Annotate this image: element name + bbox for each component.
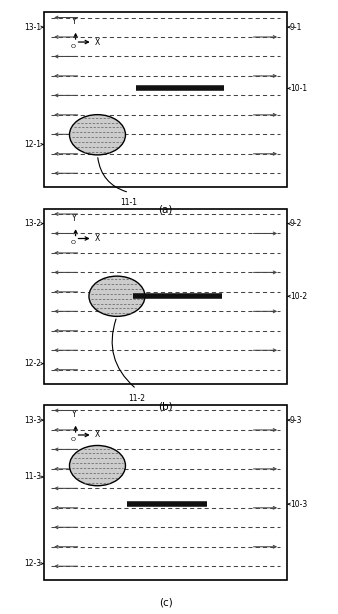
Circle shape [70, 115, 125, 155]
Text: 13-1: 13-1 [24, 23, 42, 32]
Text: O: O [70, 44, 75, 49]
Text: 13-2: 13-2 [24, 219, 42, 228]
Text: X: X [95, 430, 100, 440]
Text: 9-1: 9-1 [290, 23, 302, 32]
Text: 11-2: 11-2 [128, 394, 145, 403]
Text: O: O [70, 240, 75, 245]
Text: 12-2: 12-2 [25, 359, 42, 368]
Text: X: X [95, 234, 100, 243]
Text: 10-3: 10-3 [290, 500, 307, 508]
Text: X: X [95, 37, 100, 47]
Text: (c): (c) [159, 598, 172, 608]
Text: 9-2: 9-2 [290, 219, 302, 228]
Text: 10-2: 10-2 [290, 292, 307, 301]
Circle shape [89, 276, 145, 316]
Circle shape [70, 446, 125, 486]
Text: 11-1: 11-1 [121, 198, 138, 207]
Text: Y: Y [72, 410, 77, 419]
Text: (a): (a) [159, 205, 173, 215]
Text: O: O [70, 437, 75, 441]
Text: 12-1: 12-1 [25, 140, 42, 149]
Text: 11-3: 11-3 [24, 473, 42, 481]
Text: Y: Y [72, 214, 77, 223]
Text: 13-3: 13-3 [24, 416, 42, 425]
Text: 9-3: 9-3 [290, 416, 302, 425]
Text: 10-1: 10-1 [290, 84, 307, 93]
Text: Y: Y [72, 17, 77, 26]
Text: (b): (b) [158, 402, 173, 411]
Text: 12-3: 12-3 [24, 559, 42, 568]
